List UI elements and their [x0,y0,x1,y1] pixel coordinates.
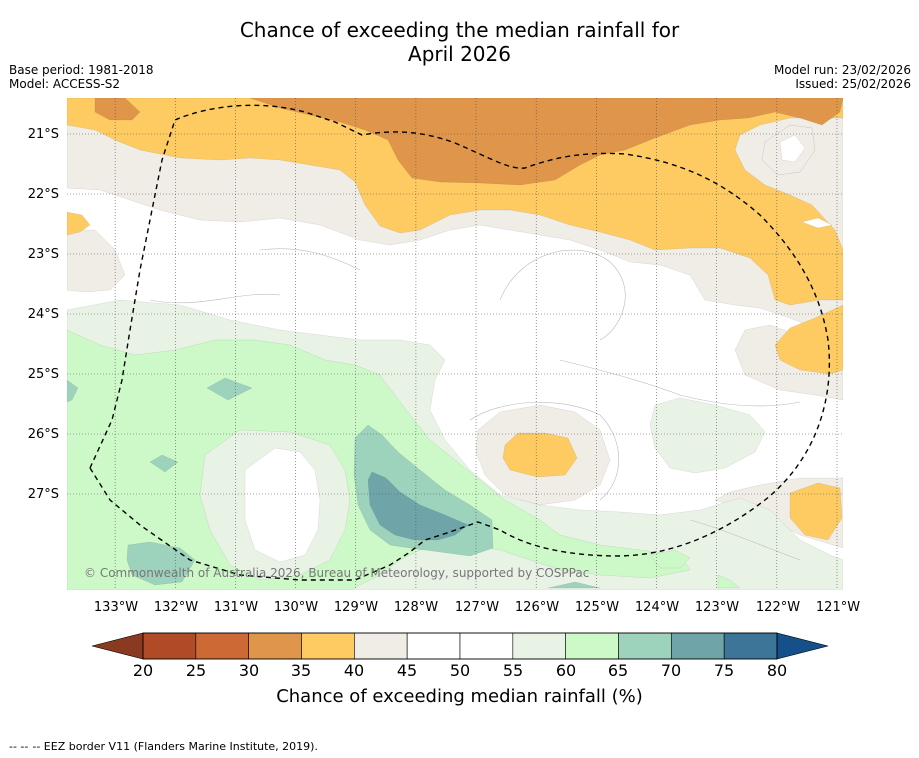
colorbar-label: 30 [238,661,260,680]
lat-label: 27°S [28,487,59,502]
lon-label: 127°W [455,600,499,615]
region-70-75-center [367,471,469,541]
copyright-text: © Commonwealth of Australia 2026, Bureau… [84,566,589,580]
lat-label: 21°S [28,127,59,142]
region-55-60-east [649,397,766,474]
colorbar-label: 35 [290,661,312,680]
colorbar-label: 25 [185,661,207,680]
model-run: Model run: 23/02/2026 [773,63,911,77]
region-white-inner [244,447,321,563]
colorbar-cell [618,632,672,660]
lat-label: 26°S [28,427,59,442]
gridlines [67,98,843,590]
map-field: © Commonwealth of Australia 2026, Bureau… [67,98,843,590]
region-60-65-se-edge [717,574,741,589]
contour-line [259,248,361,271]
base-period: Base period: 1981-2018 [9,63,154,77]
colorbar-cell [565,632,619,660]
colorbar-cell [406,632,461,660]
colorbar-cell [723,632,778,660]
contour-line [499,249,626,341]
eez-legend-symbol: -- -- [9,740,29,753]
region-35-40-center [502,432,578,478]
lon-label: 128°W [394,600,438,615]
region-35-40-southeast [789,482,843,541]
lon-label: 124°W [635,600,679,615]
lon-label: 130°W [274,600,318,615]
colorbar-cell [459,632,514,660]
colorbar-label: 45 [396,661,418,680]
region-65-70-northwest [206,377,253,401]
colorbar-label: 40 [343,661,365,680]
lat-label: 25°S [28,367,59,382]
region-white-inset [779,134,806,163]
lon-label: 126°W [515,600,559,615]
colorbar-cell [248,632,302,660]
region-30-35-north [94,98,141,121]
region-30-35-center [249,98,843,186]
contour-lines [149,248,801,561]
lon-label: 122°W [756,600,800,615]
region-35-40-east [774,304,843,375]
region-40-45-west [67,229,126,293]
colorbar-label: 80 [766,661,788,680]
colorbar-label: 65 [607,661,629,680]
colorbar-cell [354,632,408,660]
region-65-70-south [126,541,196,586]
issued-date: Issued: 25/02/2026 [795,77,911,91]
lon-labels: 133°W 132°W 131°W 130°W 129°W 128°W 127°… [94,600,860,615]
colorbar-cell [671,632,725,660]
colorbar-label: 50 [449,661,471,680]
colorbar-cells [142,632,778,660]
title-line-1: Chance of exceeding the median rainfall … [239,18,680,42]
lat-label: 22°S [28,187,59,202]
chart-title: Chance of exceeding the median rainfall … [0,18,919,66]
region-65-70-small [149,454,179,473]
colorbar-label: 20 [132,661,154,680]
region-35-40-north [67,98,843,306]
region-white-inset-2 [801,217,833,229]
model-name: Model: ACCESS-S2 [9,77,121,91]
colorbar-frame [142,632,778,660]
lon-label: 133°W [94,600,138,615]
contour-line [689,519,801,561]
region-65-70-south-2 [547,581,601,589]
colorbar-extend-low [91,632,144,660]
contour-line [149,293,281,304]
eez-legend-text: -- EEZ border V11 (Flanders Marine Insti… [32,740,318,753]
meta-left: Base period: 1981-2018 Model: ACCESS-S2 [9,63,154,91]
lon-label: 132°W [154,600,198,615]
contour-line [559,359,801,407]
lon-label: 123°W [695,600,739,615]
lon-label: 129°W [334,600,378,615]
meta-right: Model run: 23/02/2026 Issued: 25/02/2026 [774,63,911,91]
region-35-40-west [67,211,91,236]
region-60-65-south-east [649,549,691,569]
colorbar-cell [142,632,197,660]
lat-label: 24°S [28,307,59,322]
colorbar-title: Chance of exceeding median rainfall (%) [276,686,643,707]
colorbar-extend-high [776,632,829,660]
lon-label: 121°W [816,600,860,615]
colorbar-cell [195,632,249,660]
lon-label: 131°W [214,600,258,615]
eez-border [89,104,831,581]
colorbar-cell [512,632,566,660]
colorbar-label: 60 [555,661,577,680]
footer-legend: -- -- -- EEZ border V11 (Flanders Marine … [9,740,318,753]
lat-labels: 21°S 22°S 23°S 24°S 25°S 26°S 27°S [28,127,59,502]
colorbar-label: 70 [660,661,682,680]
colorbar-label: 75 [713,661,735,680]
lat-label: 23°S [28,247,59,262]
colorbar-cell [301,632,355,660]
colorbar-label: 55 [502,661,524,680]
colorbar [91,632,829,660]
lon-label: 125°W [575,600,619,615]
title-line-2: April 2026 [408,42,511,66]
region-65-70-west [67,379,79,403]
